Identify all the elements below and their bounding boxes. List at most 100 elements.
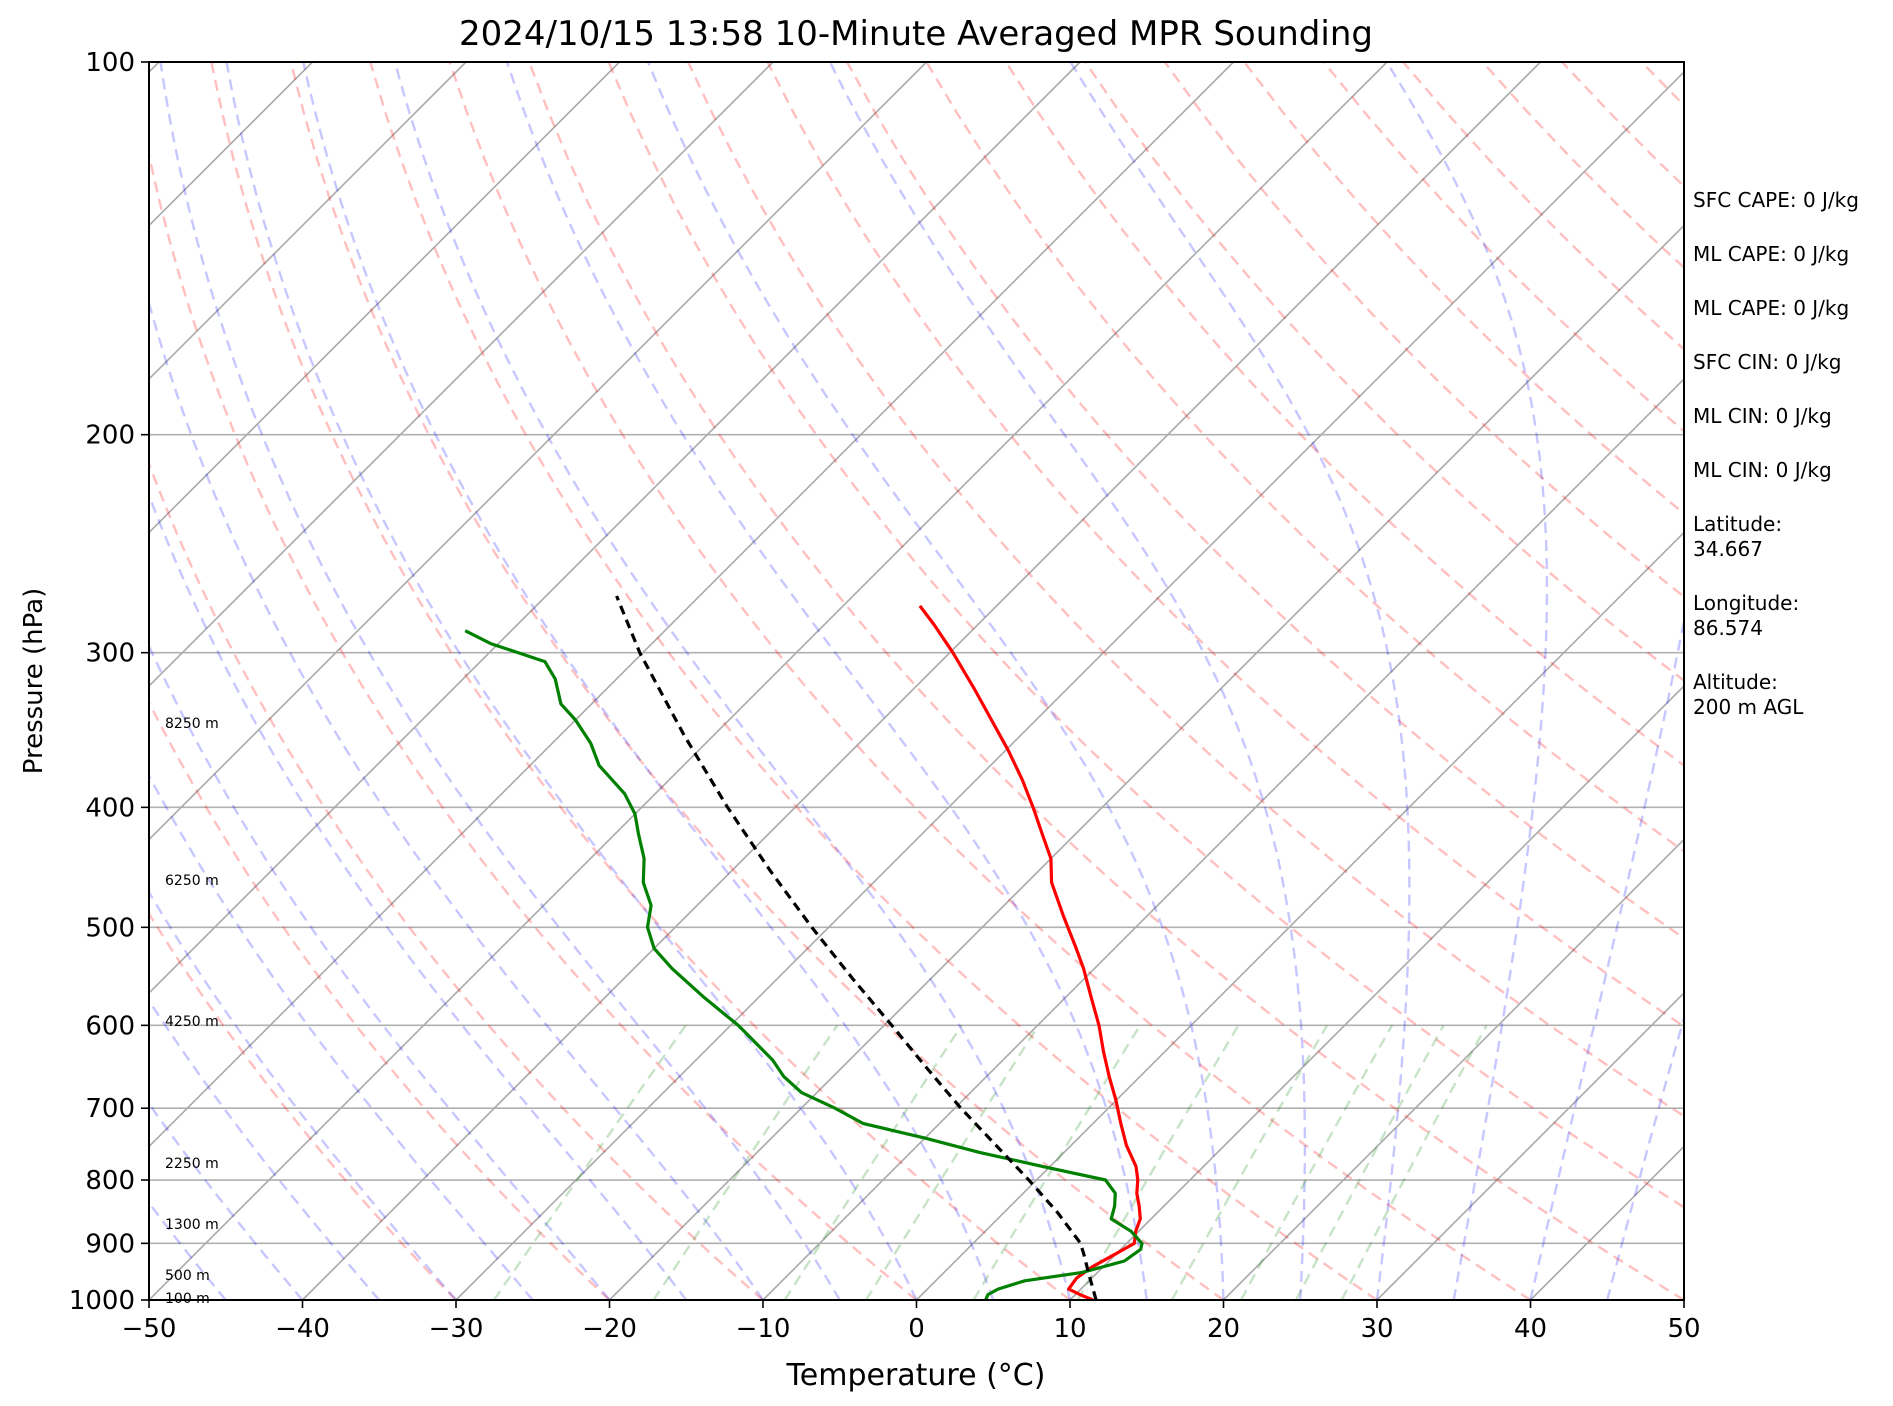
x-tick-label: 50 [1667, 1314, 1700, 1344]
moist-adiabat [1069, 62, 1411, 1300]
isotherm-line [301, 62, 1542, 1300]
x-axis-label: Temperature (°C) [786, 1358, 1046, 1393]
isotherm-line [0, 62, 6, 1300]
x-tick-label: 0 [908, 1314, 925, 1344]
temperature-profile-line [918, 604, 1142, 1300]
x-tick-label: −50 [122, 1314, 177, 1344]
x-tick-label: −40 [275, 1314, 330, 1344]
y-tick-label: 1000 [69, 1286, 135, 1316]
dry-adiabat [210, 62, 1071, 1300]
moist-adiabat [149, 1101, 304, 1300]
sounding-stats-panel: SFC CAPE: 0 J/kg ML CAPE: 0 J/kg ML CAPE: … [1693, 188, 1889, 749]
moist-adiabat [159, 62, 841, 1300]
moist-adiabat [1529, 614, 1684, 1300]
chart-title: 2024/10/15 13:58 10-Minute Averaged MPR … [459, 14, 1373, 54]
isotherm-line [608, 224, 1684, 1300]
stat-line: ML CAPE: 0 J/kg [1693, 242, 1850, 266]
y-tick-label: 300 [85, 639, 135, 669]
moist-adiabat [149, 773, 534, 1300]
mixing-ratio-line [865, 1024, 1040, 1300]
moist-adiabat [149, 890, 457, 1300]
stat-line: ML CIN: 0 J/kg [1693, 404, 1832, 428]
y-axis-ticks: 100 200 300 400 500 600 700 800 900 1000 [69, 48, 149, 1316]
x-tick-label: −20 [582, 1314, 637, 1344]
stat-line: SFC CIN: 0 J/kg [1693, 350, 1842, 374]
dry-adiabat [149, 911, 457, 1300]
isotherm-line [1376, 991, 1684, 1300]
height-label: 8250 m [165, 716, 219, 732]
mixing-ratio-line [1340, 1024, 1488, 1300]
dry-adiabat [607, 62, 1684, 1209]
dry-adiabat-lines [149, 62, 1684, 1300]
y-tick-label: 200 [85, 421, 135, 451]
mixing-ratio-line [1294, 1024, 1445, 1300]
isotherm-line [762, 377, 1684, 1300]
mixing-ratio-line [652, 1024, 839, 1300]
x-tick-label: 30 [1360, 1314, 1393, 1344]
isotherm-line [149, 62, 621, 534]
plot-frame [148, 61, 1685, 1301]
dry-adiabat [289, 62, 1225, 1300]
dry-adiabat [448, 62, 1532, 1300]
moist-adiabat [149, 643, 611, 1300]
moist-adiabat [302, 62, 995, 1300]
height-labels: 100 m 500 m 1300 m 2250 m 4250 m 6250 m 8250 m [165, 716, 219, 1307]
y-tick-label: 700 [85, 1094, 135, 1124]
height-label: 4250 m [165, 1014, 219, 1030]
stat-line: Altitude: 200 m AGL [1693, 670, 1804, 719]
sounding-traces [464, 595, 1144, 1300]
isotherm-line [149, 62, 1235, 1148]
mixing-ratio-line [1076, 1024, 1240, 1300]
dry-adiabat [1163, 62, 1684, 599]
y-tick-label: 800 [85, 1166, 135, 1196]
stat-line: Latitude: 34.667 [1693, 512, 1783, 561]
mixing-ratio-line [972, 1024, 1142, 1300]
dry-adiabat [925, 62, 1684, 853]
mixing-ratio-line [783, 1024, 963, 1300]
isotherm-line [915, 531, 1684, 1300]
dry-adiabat [687, 62, 1684, 1118]
isotherm-line [455, 70, 1684, 1300]
x-tick-label: 20 [1207, 1314, 1240, 1344]
dry-adiabat [149, 460, 764, 1300]
moist-adiabat [149, 298, 764, 1300]
plot-area [0, 62, 1684, 1300]
height-label: 500 m [165, 1268, 210, 1284]
height-label: 2250 m [165, 1156, 219, 1172]
moist-adiabat [149, 491, 688, 1300]
dry-adiabat [766, 62, 1684, 1028]
height-label: 1300 m [165, 1217, 219, 1233]
x-axis-ticks: −50 −40 −30 −20 −10 0 10 20 30 40 50 [122, 1300, 1701, 1344]
mixing-ratio-line [1240, 1024, 1394, 1300]
stat-line: Longitude: 86.574 [1693, 591, 1800, 640]
moist-adiabat [1606, 1014, 1684, 1300]
y-axis-label: Pressure (hPa) [19, 588, 49, 775]
moist-adiabat [828, 62, 1307, 1300]
isobar-gridlines [149, 433, 1684, 1245]
x-tick-label: −30 [429, 1314, 484, 1344]
moist-adiabat-lines [149, 62, 1684, 1300]
x-tick-label: −10 [736, 1314, 791, 1344]
y-tick-label: 600 [85, 1011, 135, 1041]
y-tick-label: 500 [85, 913, 135, 943]
dry-adiabat [369, 62, 1378, 1300]
mixing-ratio-lines [492, 1024, 1488, 1300]
mixing-ratio-line [1170, 1024, 1329, 1300]
dry-adiabat [149, 148, 918, 1300]
stat-line: ML CAPE: 0 J/kg [1693, 296, 1850, 320]
dry-adiabat [149, 699, 611, 1300]
isotherm-line [149, 62, 1388, 1300]
y-tick-label: 400 [85, 793, 135, 823]
moist-adiabat [225, 62, 918, 1300]
isotherm-line [149, 62, 467, 381]
dewpoint-profile-line [464, 629, 1144, 1300]
isotherm-line [1222, 838, 1684, 1300]
parcel-profile-line [615, 595, 1098, 1300]
moist-adiabat [1385, 62, 1549, 1300]
x-tick-label: 10 [1053, 1314, 1086, 1344]
isotherm-line [149, 62, 1081, 995]
dry-adiabat [845, 62, 1684, 940]
moist-adiabat [505, 62, 1148, 1300]
moist-adiabat [149, 998, 381, 1300]
